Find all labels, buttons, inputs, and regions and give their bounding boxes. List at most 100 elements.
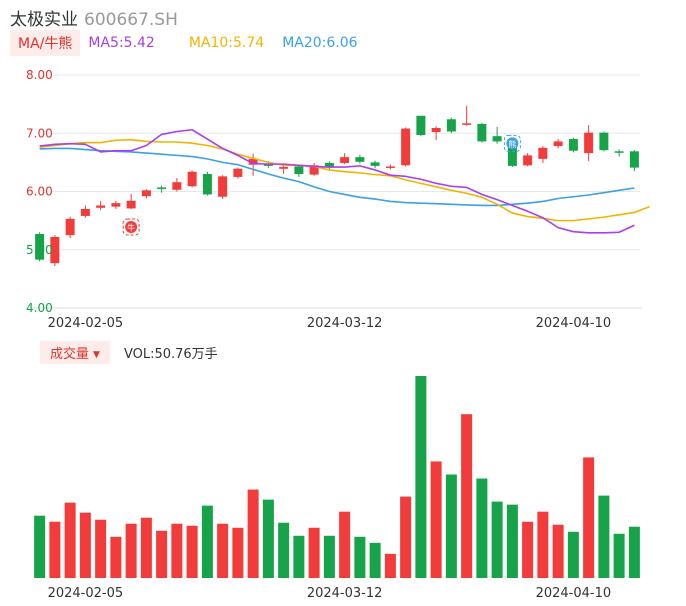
candle-body <box>584 132 594 154</box>
volume-bar <box>156 530 168 578</box>
volume-bar <box>461 414 473 578</box>
candle-body <box>599 132 609 151</box>
volume-bar <box>430 461 442 578</box>
volume-bar <box>125 523 137 578</box>
volume-bar <box>49 521 61 578</box>
volume-bar <box>308 527 320 578</box>
volume-bar <box>354 536 366 578</box>
volume-bar <box>583 457 595 578</box>
candle-body <box>492 136 502 142</box>
volume-bar <box>95 519 107 578</box>
stock-code: 600667.SH <box>84 10 178 30</box>
volume-bar <box>613 533 625 578</box>
bear-marker: 熊 <box>503 134 521 152</box>
candle-body <box>233 168 243 177</box>
volume-bar <box>628 526 640 578</box>
candle-body <box>294 166 304 175</box>
volume-bar <box>110 536 122 578</box>
volume-bar <box>506 504 518 578</box>
volume-bar <box>369 542 381 578</box>
candle-body <box>309 165 319 175</box>
candle-body <box>172 182 182 190</box>
candle-body <box>416 115 426 135</box>
x-tick-label: 2024-03-12 <box>307 316 383 331</box>
volume-bar <box>278 522 290 578</box>
marker-dot <box>125 220 138 233</box>
candle-body <box>401 128 411 166</box>
candle-body <box>340 157 350 163</box>
volume-series <box>34 376 640 578</box>
ma-indicator-tag[interactable]: MA/牛熊 <box>10 30 81 56</box>
volume-bar <box>323 535 335 578</box>
x-tick-label: 2024-04-10 <box>536 316 612 331</box>
ma-legend: MA/牛熊 MA5:5.42 MA10:5.74 MA20:6.06 <box>10 30 358 56</box>
candle-body <box>507 142 517 166</box>
volume-bar <box>232 527 244 578</box>
volume-bar <box>400 496 412 578</box>
y-tick-label: 4.00 <box>26 301 53 315</box>
stock-name: 太极实业 <box>10 10 78 30</box>
candle-body <box>50 236 60 264</box>
volume-bar <box>476 478 488 578</box>
volume-bar <box>64 502 76 578</box>
x-tick-label: 2024-02-05 <box>48 316 124 331</box>
price-date-axis: 2024-02-05 2024-03-12 2024-04-10 <box>48 316 612 331</box>
candle-body <box>431 128 441 133</box>
candle-body <box>157 187 167 189</box>
volume-bar <box>598 495 610 578</box>
marker-dot <box>506 137 519 150</box>
candle-body <box>523 155 533 166</box>
candle-body <box>568 139 578 151</box>
volume-bar <box>537 511 549 578</box>
volume-tag-label: 成交量 <box>50 346 90 362</box>
volume-bar <box>552 524 564 578</box>
candle-body <box>141 190 151 197</box>
ma20-legend: MA20:6.06 <box>282 35 358 51</box>
volume-date-axis: 2024-02-05 2024-03-12 2024-04-10 <box>48 586 612 601</box>
candle-body <box>263 164 273 166</box>
marker-frame <box>503 134 521 152</box>
signal-markers: 牛熊 <box>122 134 521 236</box>
volume-bar <box>217 523 229 578</box>
volume-bar <box>79 512 91 578</box>
candle-body <box>629 151 639 168</box>
x-tick-label: 2024-03-12 <box>307 586 383 601</box>
candle-body <box>111 203 121 207</box>
volume-indicator-tag[interactable]: 成交量 ▼ <box>40 340 110 364</box>
candle-body <box>218 176 228 197</box>
bull-marker: 牛 <box>122 218 140 236</box>
candle-body <box>80 208 90 216</box>
ma5-legend: MA5:5.42 <box>88 35 155 51</box>
x-tick-label: 2024-02-05 <box>48 586 124 601</box>
candlestick-series <box>35 105 639 267</box>
candle-body <box>462 123 472 125</box>
ma5-line <box>39 128 635 234</box>
volume-bar <box>201 505 213 578</box>
x-tick-label: 2024-04-10 <box>536 586 612 601</box>
y-tick-label: 7.00 <box>26 126 53 140</box>
volume-bar <box>339 511 351 578</box>
volume-bar <box>567 531 579 578</box>
candle-body <box>324 162 334 168</box>
marker-label: 牛 <box>127 222 135 232</box>
moving-average-lines <box>39 128 650 234</box>
volume-bar <box>186 525 198 578</box>
price-grid <box>32 74 642 309</box>
candle-body <box>202 174 212 195</box>
marker-label: 熊 <box>508 139 516 149</box>
candle-body <box>370 162 380 166</box>
caret-down-icon: ▼ <box>93 349 100 360</box>
candle-body <box>614 151 624 153</box>
candle-body <box>35 234 45 260</box>
y-tick-label: 5.00 <box>26 243 53 257</box>
candle-body <box>279 167 289 169</box>
candle-body <box>65 218 75 236</box>
candle-body <box>126 200 136 209</box>
candle-body <box>553 141 563 147</box>
candle-body <box>187 171 197 187</box>
volume-bar <box>384 553 396 578</box>
price-axis: 8.00 7.00 6.00 5.00 4.00 <box>26 68 53 315</box>
marker-frame <box>122 218 140 236</box>
ma10-line <box>39 138 650 222</box>
candle-body <box>538 147 548 159</box>
